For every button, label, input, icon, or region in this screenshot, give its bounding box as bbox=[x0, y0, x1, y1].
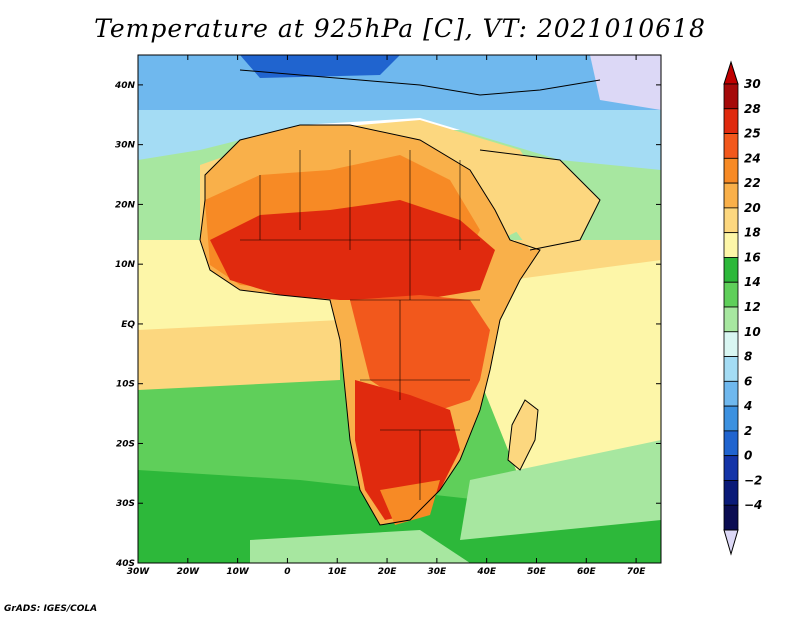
y-tick-label: 10S bbox=[116, 380, 135, 390]
colorbar-swatch bbox=[723, 430, 739, 457]
y-axis-ticks: 40N 30N 20N 10N EQ 10S 20S 30S 40S bbox=[114, 81, 661, 569]
colorbar-label: 16 bbox=[744, 250, 761, 264]
map-title: Temperature at 925hPa [C], VT: 202101061… bbox=[94, 14, 706, 43]
atlantic-midband bbox=[138, 320, 340, 390]
colorbar-swatch bbox=[723, 306, 739, 333]
north-cold bbox=[240, 55, 400, 78]
southern-ocean-cool bbox=[250, 530, 470, 563]
colorbar-swatch bbox=[723, 83, 739, 110]
x-tick-label: 10E bbox=[328, 567, 348, 577]
colorbar-swatch bbox=[723, 504, 739, 531]
colorbar-label: 14 bbox=[744, 275, 761, 289]
colorbar-label: 12 bbox=[744, 300, 761, 314]
colorbar-swatch bbox=[723, 405, 739, 432]
colorbar-under-triangle bbox=[723, 529, 739, 556]
y-tick-label: 40N bbox=[114, 81, 136, 91]
coastlines bbox=[199, 69, 601, 526]
y-tick-label: 10N bbox=[115, 260, 136, 270]
map-field bbox=[138, 55, 661, 563]
colorbar-swatch bbox=[723, 133, 739, 159]
x-tick-label: 50E bbox=[527, 567, 547, 577]
colorbar-label: 24 bbox=[744, 151, 761, 165]
europe-band bbox=[138, 55, 661, 110]
colorbar-label: 4 bbox=[743, 399, 752, 413]
x-tick-label: 10W bbox=[226, 567, 250, 577]
x-tick-label: 40E bbox=[476, 567, 497, 577]
colorbar-swatch bbox=[723, 380, 739, 407]
x-tick-label: 0 bbox=[284, 567, 290, 577]
x-tick-label: 30E bbox=[428, 567, 448, 577]
colorbar-label: 6 bbox=[744, 374, 752, 388]
y-tick-label: EQ bbox=[121, 320, 135, 330]
colorbar-swatch bbox=[723, 207, 739, 234]
colorbar-over-triangle bbox=[723, 60, 739, 85]
colorbar-swatch bbox=[723, 455, 739, 481]
colorbar-swatch bbox=[723, 281, 739, 308]
colorbar-swatch bbox=[723, 331, 739, 357]
colorbar-label: 22 bbox=[744, 176, 761, 190]
arabian-peninsula bbox=[480, 150, 600, 250]
plot-frame bbox=[137, 54, 662, 564]
colorbar-label: 2 bbox=[744, 424, 752, 438]
colorbar-label: 10 bbox=[744, 325, 761, 339]
x-axis-ticks: 30W 20W 10W 0 10E 20E 30E 40E 50E 60E 70E bbox=[127, 55, 647, 577]
grads-credit: GrADS: IGES/COLA bbox=[4, 604, 98, 614]
colorbar-swatch bbox=[723, 257, 739, 283]
colorbar-swatch bbox=[723, 232, 739, 258]
x-tick-label: 30W bbox=[127, 567, 151, 577]
colorbar-label: 30 bbox=[744, 77, 761, 91]
colorbar-swatch bbox=[723, 157, 739, 184]
x-tick-label: 20E bbox=[378, 567, 398, 577]
madagascar-region bbox=[508, 400, 538, 470]
country-borders bbox=[240, 150, 480, 500]
colorbar-label: 0 bbox=[744, 449, 752, 463]
y-tick-label: 40S bbox=[115, 559, 135, 569]
south-tip-warm bbox=[380, 480, 440, 525]
indian-ocean-south bbox=[460, 440, 661, 540]
colorbar-swatch bbox=[723, 182, 739, 209]
colorbar-label: −4 bbox=[744, 498, 762, 512]
x-tick-label: 60E bbox=[577, 567, 597, 577]
colorbar-swatch bbox=[723, 356, 739, 382]
colorbar-label: 18 bbox=[744, 226, 761, 240]
colorbar-swatch bbox=[723, 108, 739, 134]
y-tick-label: 30S bbox=[116, 499, 135, 509]
x-tick-label: 70E bbox=[627, 567, 647, 577]
sahel-hot-region bbox=[210, 200, 495, 300]
x-tick-label: 20W bbox=[177, 567, 201, 577]
y-tick-label: 20N bbox=[115, 200, 136, 210]
colorbar-swatch bbox=[723, 480, 739, 506]
colorbar-label: 8 bbox=[744, 350, 752, 364]
central-africa-region bbox=[350, 295, 490, 410]
colorbar-label: −2 bbox=[744, 473, 762, 487]
y-tick-label: 20S bbox=[116, 439, 135, 449]
colorbar-label: 25 bbox=[744, 127, 761, 141]
y-tick-label: 30N bbox=[115, 141, 136, 151]
mediterranean-band bbox=[138, 100, 661, 170]
colorbar-label: 28 bbox=[744, 102, 761, 116]
colorbar-label: 20 bbox=[744, 201, 761, 215]
northeast-under bbox=[590, 55, 661, 110]
